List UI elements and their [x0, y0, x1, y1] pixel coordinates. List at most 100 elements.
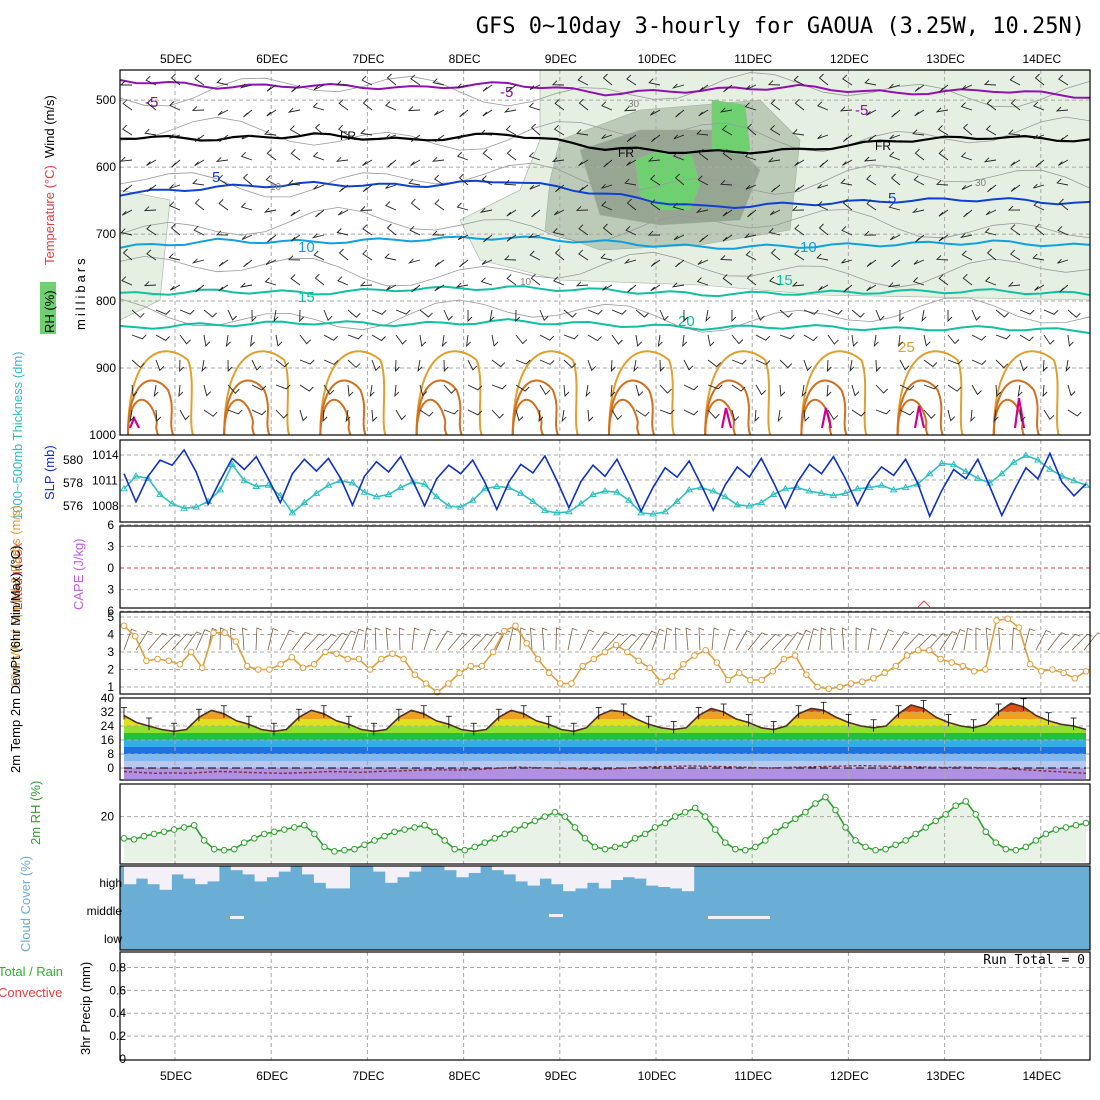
isotherm-label--5: -5 — [145, 94, 158, 111]
wind-barb — [803, 309, 819, 315]
minmax-whisker — [845, 714, 852, 727]
wind-barb — [555, 184, 565, 193]
wind-barb — [323, 384, 335, 396]
thickness-point — [613, 488, 621, 495]
wind-barb — [239, 83, 253, 89]
temp-band — [124, 712, 1086, 719]
minmax-whisker — [420, 705, 427, 718]
wind-speed-point — [758, 676, 765, 684]
surface-barb — [171, 633, 193, 651]
wind-barb — [360, 128, 373, 136]
wind-barb — [491, 359, 506, 368]
rh-2m-point — [611, 843, 619, 851]
thickness-point — [528, 497, 537, 504]
wind-10m-panel: 1 2 3 4 5 — [107, 610, 1100, 696]
wind-barb — [659, 409, 675, 415]
wind-barb — [483, 234, 493, 243]
rh-2m-point — [902, 837, 909, 844]
isotherm-label-25: 25 — [898, 339, 915, 356]
wind-barb — [921, 309, 927, 323]
wind-barb — [914, 148, 925, 161]
wind-barb — [841, 226, 853, 236]
rh-2m-point — [411, 824, 418, 831]
wind-barb — [1033, 200, 1045, 211]
wind-barb — [290, 209, 301, 217]
wind-barb — [119, 156, 133, 162]
wind-speed-point — [691, 652, 698, 659]
minmax-whisker — [570, 722, 577, 736]
wind-barb — [251, 409, 267, 416]
wind-speed-point — [411, 671, 419, 679]
slp-thickness-panel: 1008 1011 1014 576 578 580 — [63, 439, 1091, 523]
wind-barb — [515, 309, 521, 323]
wind-barb — [1009, 249, 1021, 261]
wind-barb — [971, 384, 982, 396]
wind-barb — [313, 184, 325, 190]
wind-barb — [866, 259, 877, 267]
wind-barb — [888, 202, 901, 211]
wind-barb — [819, 159, 829, 168]
wind-barb — [673, 134, 685, 140]
upper-wind-barbs — [119, 73, 1082, 423]
surface-barb — [615, 633, 637, 651]
wind-barb — [970, 409, 976, 423]
thickness-point — [841, 489, 850, 496]
wind-barb — [218, 259, 229, 267]
wind-barb — [984, 227, 997, 236]
rh-2m-point — [491, 834, 499, 842]
wind-barb — [528, 102, 541, 111]
wind-barb — [746, 273, 757, 286]
wind-speed-point — [1004, 615, 1011, 623]
wind-barb — [601, 101, 613, 111]
wind-barb — [371, 409, 378, 423]
wind-barb — [266, 148, 277, 161]
wind-barb — [767, 157, 781, 163]
wind-barb — [443, 384, 456, 394]
wind-barb — [481, 175, 493, 186]
surface-barb — [1023, 628, 1035, 651]
wind-barb — [529, 184, 541, 190]
precip-tick-0.4: 0.4 — [109, 1006, 126, 1020]
high-cloud-gap — [622, 866, 635, 878]
wind-barb — [551, 80, 565, 86]
wind-barb — [362, 159, 373, 166]
wind-barb — [1067, 334, 1074, 347]
thickness-point — [228, 460, 237, 468]
rh-2m-point — [972, 811, 980, 818]
wind-barb — [842, 74, 853, 86]
surface-barb — [1047, 632, 1067, 651]
wind-barb — [323, 359, 339, 365]
wind-barb — [243, 109, 253, 118]
wind-barb — [515, 384, 530, 392]
wind-barb — [875, 309, 885, 321]
wind-barb — [529, 250, 541, 261]
slp-line — [123, 448, 1087, 519]
wind-barb — [866, 134, 877, 143]
thickness-point — [997, 469, 1006, 477]
low-level-contour — [415, 398, 448, 436]
surface-barb — [915, 633, 937, 651]
wind-barb — [265, 175, 277, 186]
wind-barb — [227, 409, 243, 415]
wind-barb — [505, 125, 517, 136]
wind-speed-point — [847, 680, 855, 687]
rh-2m-point — [952, 802, 960, 810]
wind-barb — [1008, 129, 1021, 136]
isotherm-10 — [119, 235, 1091, 250]
wind-barb — [515, 359, 531, 365]
thickness-point — [745, 502, 754, 509]
rh-2m-point — [812, 800, 819, 807]
wind-barb — [779, 359, 793, 369]
wind-barb — [817, 183, 829, 189]
rh-shading — [119, 69, 1091, 333]
surface-barb — [530, 627, 536, 651]
high-cloud-gap — [539, 866, 552, 879]
wind-barb — [146, 184, 157, 192]
wind-barb — [419, 309, 433, 318]
surface-barb — [291, 631, 311, 651]
cloud-cover-label: Cloud Cover (%) — [18, 856, 33, 952]
high-cloud-gap — [325, 866, 339, 889]
surface-barb — [385, 627, 392, 651]
wind-barb — [1034, 73, 1045, 86]
